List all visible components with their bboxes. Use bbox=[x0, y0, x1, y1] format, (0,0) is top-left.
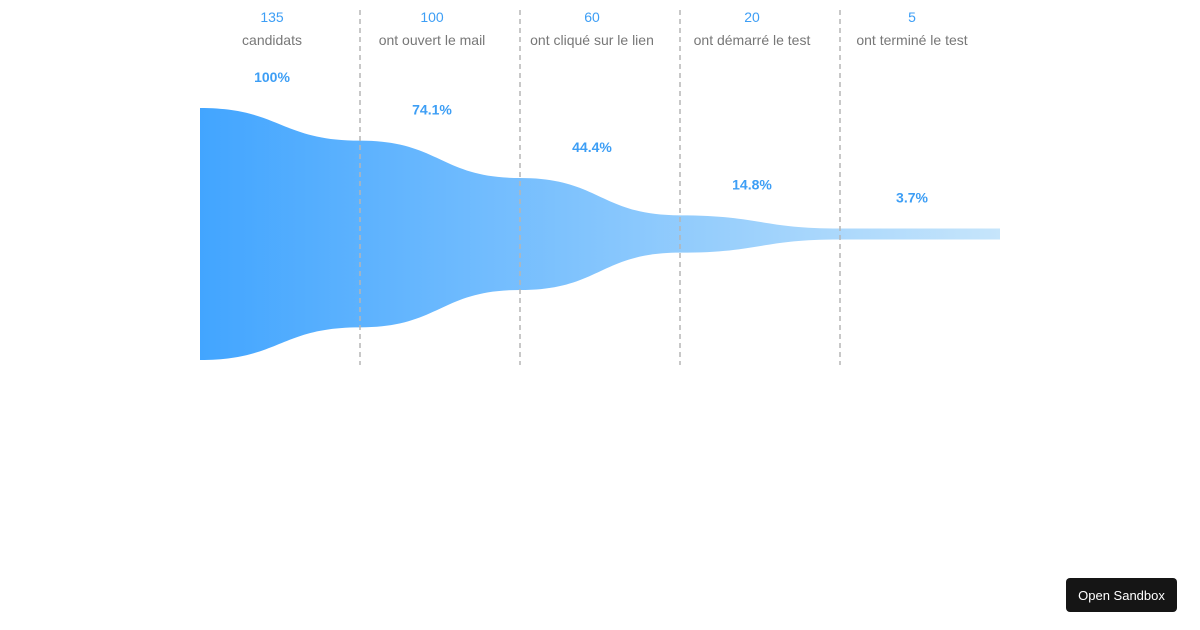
stage-label: ont ouvert le mail bbox=[379, 32, 486, 48]
stage-percent: 3.7% bbox=[896, 190, 928, 206]
stage-value: 100 bbox=[420, 9, 444, 25]
stage-label: ont terminé le test bbox=[856, 32, 967, 48]
stage-value: 5 bbox=[908, 9, 916, 25]
stage-value: 135 bbox=[260, 9, 284, 25]
stage-label: candidats bbox=[242, 32, 302, 48]
stage-value: 60 bbox=[584, 9, 600, 25]
stage-percent: 44.4% bbox=[572, 139, 612, 155]
stage-percent: 74.1% bbox=[412, 102, 452, 118]
open-sandbox-button[interactable]: Open Sandbox bbox=[1066, 578, 1177, 612]
stage-percent: 14.8% bbox=[732, 176, 772, 192]
stage-value: 20 bbox=[744, 9, 760, 25]
stage-percent: 100% bbox=[254, 69, 290, 85]
stage-label: ont cliqué sur le lien bbox=[530, 32, 654, 48]
stage-label: ont démarré le test bbox=[694, 32, 811, 48]
